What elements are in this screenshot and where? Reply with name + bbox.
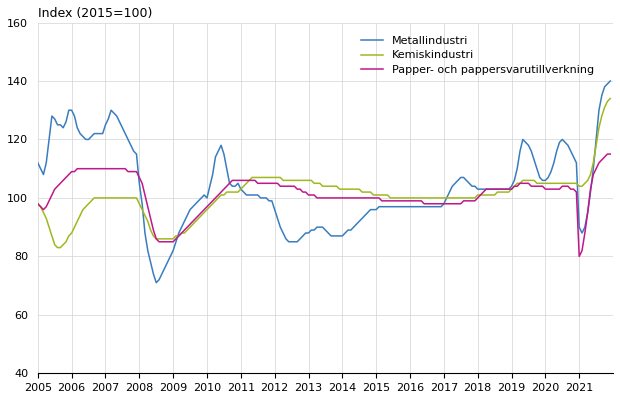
Metallindustri [460, 175, 467, 180]
Papper- och pappersvarutillverkning [606, 152, 614, 156]
Metallindustri [96, 131, 104, 136]
Kemiskindustri [54, 245, 61, 250]
Kemiskindustri [99, 196, 107, 200]
Metallindustri [324, 231, 332, 236]
Kemiskindustri [324, 184, 332, 189]
Papper- och pappersvarutillverkning [187, 222, 194, 227]
Papper- och pappersvarutillverkning [604, 152, 611, 156]
Kemiskindustri [34, 201, 42, 206]
Papper- och pappersvarutillverkning [34, 201, 42, 206]
Metallindustri [130, 149, 138, 154]
Metallindustri [189, 204, 197, 209]
Line: Papper- och pappersvarutillverkning: Papper- och pappersvarutillverkning [38, 154, 610, 256]
Line: Kemiskindustri: Kemiskindustri [38, 98, 610, 248]
Text: Index (2015=100): Index (2015=100) [38, 7, 152, 20]
Kemiskindustri [133, 196, 140, 200]
Metallindustri [34, 160, 42, 165]
Metallindustri [336, 234, 343, 238]
Line: Metallindustri: Metallindustri [38, 81, 610, 283]
Kemiskindustri [460, 196, 467, 200]
Papper- och pappersvarutillverkning [333, 196, 340, 200]
Papper- och pappersvarutillverkning [457, 201, 464, 206]
Metallindustri [153, 280, 160, 285]
Kemiskindustri [336, 187, 343, 192]
Kemiskindustri [189, 222, 197, 227]
Legend: Metallindustri, Kemiskindustri, Papper- och pappersvarutillverkning: Metallindustri, Kemiskindustri, Papper- … [356, 32, 599, 79]
Metallindustri [606, 78, 614, 83]
Papper- och pappersvarutillverkning [322, 196, 329, 200]
Papper- och pappersvarutillverkning [575, 254, 583, 259]
Papper- och pappersvarutillverkning [96, 166, 104, 171]
Kemiskindustri [606, 96, 614, 101]
Papper- och pappersvarutillverkning [130, 169, 138, 174]
